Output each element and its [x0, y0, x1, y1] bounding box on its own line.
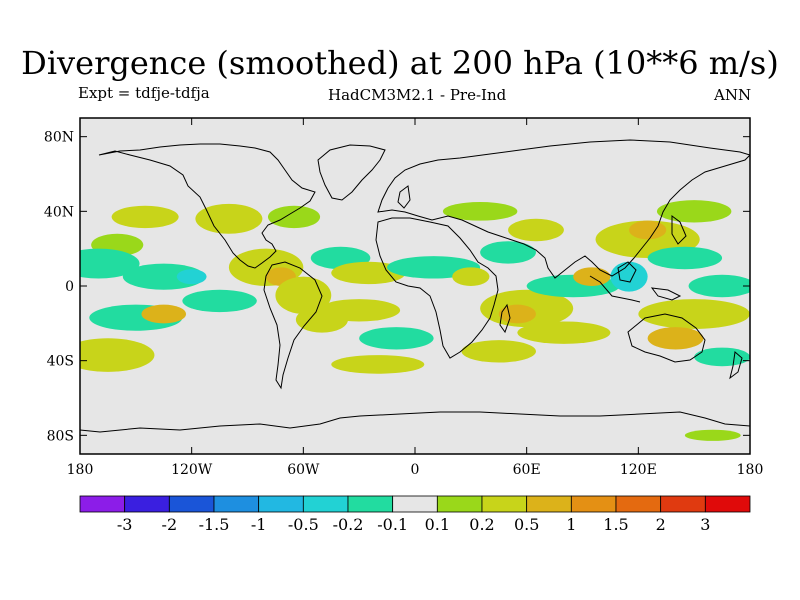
- colorbar-label: -3: [117, 515, 133, 534]
- experiment-label: Expt = tdfje-tdfja: [78, 84, 210, 102]
- y-tick-label: 40N: [44, 204, 74, 220]
- coast-africa: [375, 217, 499, 359]
- colorbar-swatch-12: [570, 495, 617, 513]
- anomaly-region-36: [656, 200, 732, 223]
- anomaly-region-6: [122, 263, 205, 290]
- anomaly-region-32: [610, 261, 648, 292]
- coast-north-america: [98, 143, 316, 269]
- colorbar-swatch-3: [168, 495, 215, 513]
- period-label: ANN: [714, 86, 752, 104]
- anomaly-region-22: [452, 267, 490, 286]
- anomaly-region-5: [80, 248, 140, 279]
- x-tick-label: 60W: [287, 462, 320, 478]
- anomaly-region-39: [688, 274, 750, 298]
- anomaly-region-11: [141, 304, 187, 324]
- y-tick-label: 0: [65, 279, 74, 295]
- coast-new-guinea: [650, 287, 682, 301]
- anomaly-region-4: [267, 205, 321, 229]
- coast-greenland: [317, 144, 386, 201]
- coast-britain: [397, 185, 411, 209]
- colorbar-swatch-7: [347, 495, 394, 513]
- colorbar-label: -0.2: [333, 515, 364, 534]
- colorbar-swatch-4: [213, 495, 260, 513]
- anomaly-region-29: [517, 321, 611, 344]
- model-label: HadCM3M2.1 - Pre-Ind: [328, 86, 507, 104]
- colorbar-label: 3: [700, 515, 710, 534]
- coast-antarctica: [80, 411, 750, 433]
- anomaly-region-19: [359, 327, 434, 350]
- anomaly-region-10: [80, 338, 155, 372]
- colorbar-label: 0.2: [469, 515, 494, 534]
- colorbar-label: 1.5: [603, 515, 628, 534]
- colorbar-label: -0.1: [377, 515, 408, 534]
- anomaly-region-1: [111, 205, 179, 229]
- x-tick-label: 60E: [513, 462, 541, 478]
- chart-title: Divergence (smoothed) at 200 hPa (10**6 …: [21, 44, 779, 82]
- x-tick-label: 120W: [171, 462, 213, 478]
- anomaly-region-18: [318, 299, 401, 322]
- colorbar-swatch-9: [436, 495, 483, 513]
- colorbar-swatch-8: [392, 495, 438, 513]
- colorbar-swatch-10: [481, 495, 528, 513]
- colorbar-swatch-15: [704, 495, 751, 513]
- anomaly-region-7: [176, 269, 207, 285]
- x-tick-label: 0: [411, 462, 420, 478]
- x-tick-label: 180: [67, 462, 94, 478]
- coast-madagascar: [499, 303, 511, 334]
- colorbar-label: 1: [566, 515, 576, 534]
- y-tick-label: 40S: [47, 354, 74, 370]
- coast-japan: [671, 215, 687, 245]
- colorbar-swatch-11: [526, 495, 572, 513]
- coast-eurasia: [377, 139, 750, 279]
- anomaly-region-8: [182, 289, 257, 313]
- colorbar-label: 0.5: [514, 515, 539, 534]
- coast-south-america: [263, 261, 323, 390]
- map-axes: 180 120W 60W 0 60E 120E 180 80N 40N 0 40S 80S: [44, 118, 763, 478]
- anomaly-region-35: [647, 246, 723, 270]
- anomaly-region-38: [647, 327, 704, 350]
- coast-borneo: [617, 261, 637, 283]
- colorbar-swatch-2: [124, 495, 170, 513]
- anomaly-region-24: [442, 202, 518, 221]
- anomaly-region-30: [461, 340, 536, 363]
- x-tick-label: 120E: [620, 462, 657, 478]
- coastlines: [80, 139, 750, 433]
- y-tick-label: 80S: [47, 428, 74, 444]
- colorbar: -3 -2 -1.5 -1 -0.5 -0.2 -0.1 0.1 0.2 0.5 1 1.5 2 3: [79, 495, 751, 534]
- colorbar-swatch-5: [258, 495, 304, 513]
- colorbar-label: -1: [251, 515, 267, 534]
- anomaly-region-23: [480, 241, 536, 264]
- colorbar-label: -0.5: [288, 515, 319, 534]
- colorbar-label: 0.1: [425, 515, 450, 534]
- anomaly-region-3: [195, 203, 263, 234]
- coast-australia: [627, 313, 706, 363]
- colorbar-swatch-13: [615, 495, 662, 513]
- colorbar-label: -2: [162, 515, 178, 534]
- colorbar-label: -1.5: [199, 515, 230, 534]
- coast-sumatra-java: [589, 275, 641, 303]
- colorbar-swatch-14: [660, 495, 706, 513]
- coast-new-zealand: [729, 351, 743, 380]
- anomaly-region-27: [498, 304, 536, 324]
- y-tick-label: 80N: [44, 130, 74, 146]
- anomaly-region-41: [684, 429, 741, 441]
- colorbar-swatch-6: [302, 495, 349, 513]
- divergence-field: [80, 200, 750, 441]
- anomaly-region-25: [508, 218, 564, 242]
- colorbar-label: 2: [656, 515, 666, 534]
- anomaly-region-20: [331, 355, 425, 374]
- x-tick-label: 180: [737, 462, 764, 478]
- anomaly-region-37: [638, 299, 750, 329]
- colorbar-swatch-1: [79, 495, 126, 513]
- anomaly-region-34: [629, 220, 667, 240]
